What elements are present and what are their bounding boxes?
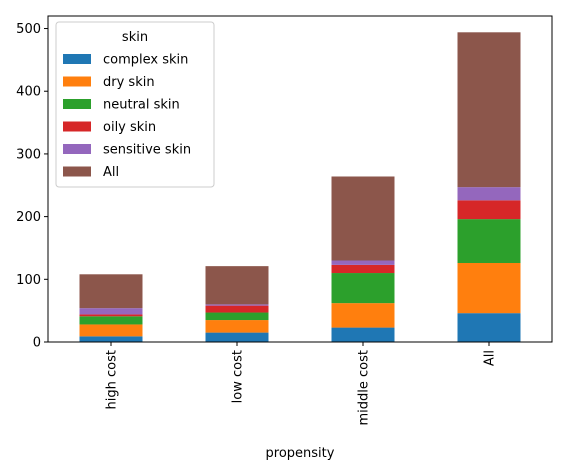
x-axis-title: propensity xyxy=(266,446,335,461)
bar-high-cost-complex-skin xyxy=(79,336,143,342)
legend-swatch xyxy=(63,166,91,177)
bar-middle-cost-all xyxy=(331,176,395,261)
x-tick-label: All xyxy=(483,350,498,366)
legend-label: neutral skin xyxy=(103,98,180,113)
bar-middle-cost-neutral-skin xyxy=(331,273,395,304)
legend-label: complex skin xyxy=(103,53,188,68)
bar-high-cost-sensitive-skin xyxy=(79,308,143,315)
legend-title: skin xyxy=(122,30,148,45)
bar-all-complex-skin xyxy=(457,313,521,342)
legend-swatch xyxy=(63,121,91,132)
bar-all-all xyxy=(457,32,521,188)
y-tick-label: 0 xyxy=(33,336,41,351)
x-tick-label: low cost xyxy=(231,350,246,403)
y-tick-label: 500 xyxy=(16,22,41,37)
legend-items: complex skin dry skin neutral skin oily ski… xyxy=(63,53,191,180)
legend-swatch xyxy=(63,99,91,109)
x-tick-label: middle cost xyxy=(357,350,372,426)
legend-label: All xyxy=(103,165,119,180)
legend-swatch xyxy=(63,76,91,87)
bars-layer xyxy=(79,32,521,342)
bar-high-cost-oily-skin xyxy=(79,314,143,317)
legend-label: dry skin xyxy=(103,75,155,90)
legend-label: sensitive skin xyxy=(103,143,191,158)
legend-swatch xyxy=(63,144,91,154)
x-axis: high cost low cost middle cost All xyxy=(105,342,498,426)
bar-all-sensitive-skin xyxy=(457,187,521,201)
bar-all-neutral-skin xyxy=(457,219,521,264)
bar-middle-cost-sensitive-skin xyxy=(331,260,395,265)
y-tick-label: 200 xyxy=(16,210,41,225)
y-tick-label: 100 xyxy=(16,273,41,288)
bar-low-cost-complex-skin xyxy=(205,332,269,342)
bar-middle-cost-oily-skin xyxy=(331,264,395,274)
bar-middle-cost-complex-skin xyxy=(331,327,395,342)
bar-low-cost-oily-skin xyxy=(205,305,269,313)
bar-high-cost-dry-skin xyxy=(79,324,143,337)
bar-high-cost-neutral-skin xyxy=(79,316,143,325)
bar-low-cost-dry-skin xyxy=(205,320,269,333)
bar-all-oily-skin xyxy=(457,200,521,220)
y-axis: 0 100 200 300 400 500 xyxy=(16,22,48,351)
bar-low-cost-all xyxy=(205,266,269,305)
x-tick-label: high cost xyxy=(105,350,120,409)
y-tick-label: 400 xyxy=(16,85,41,100)
legend-label: oily skin xyxy=(103,120,156,135)
legend-swatch xyxy=(63,54,91,64)
bar-low-cost-neutral-skin xyxy=(205,312,269,321)
plot-frame xyxy=(47,15,553,343)
bar-high-cost-all xyxy=(79,274,143,309)
legend-box xyxy=(55,21,215,188)
bar-middle-cost-dry-skin xyxy=(331,303,395,328)
bar-all-dry-skin xyxy=(457,263,521,314)
y-tick-label: 300 xyxy=(16,147,41,162)
legend: skin complex skin dry skin neutral skin oil… xyxy=(55,21,215,188)
bar-low-cost-sensitive-skin xyxy=(205,304,269,306)
